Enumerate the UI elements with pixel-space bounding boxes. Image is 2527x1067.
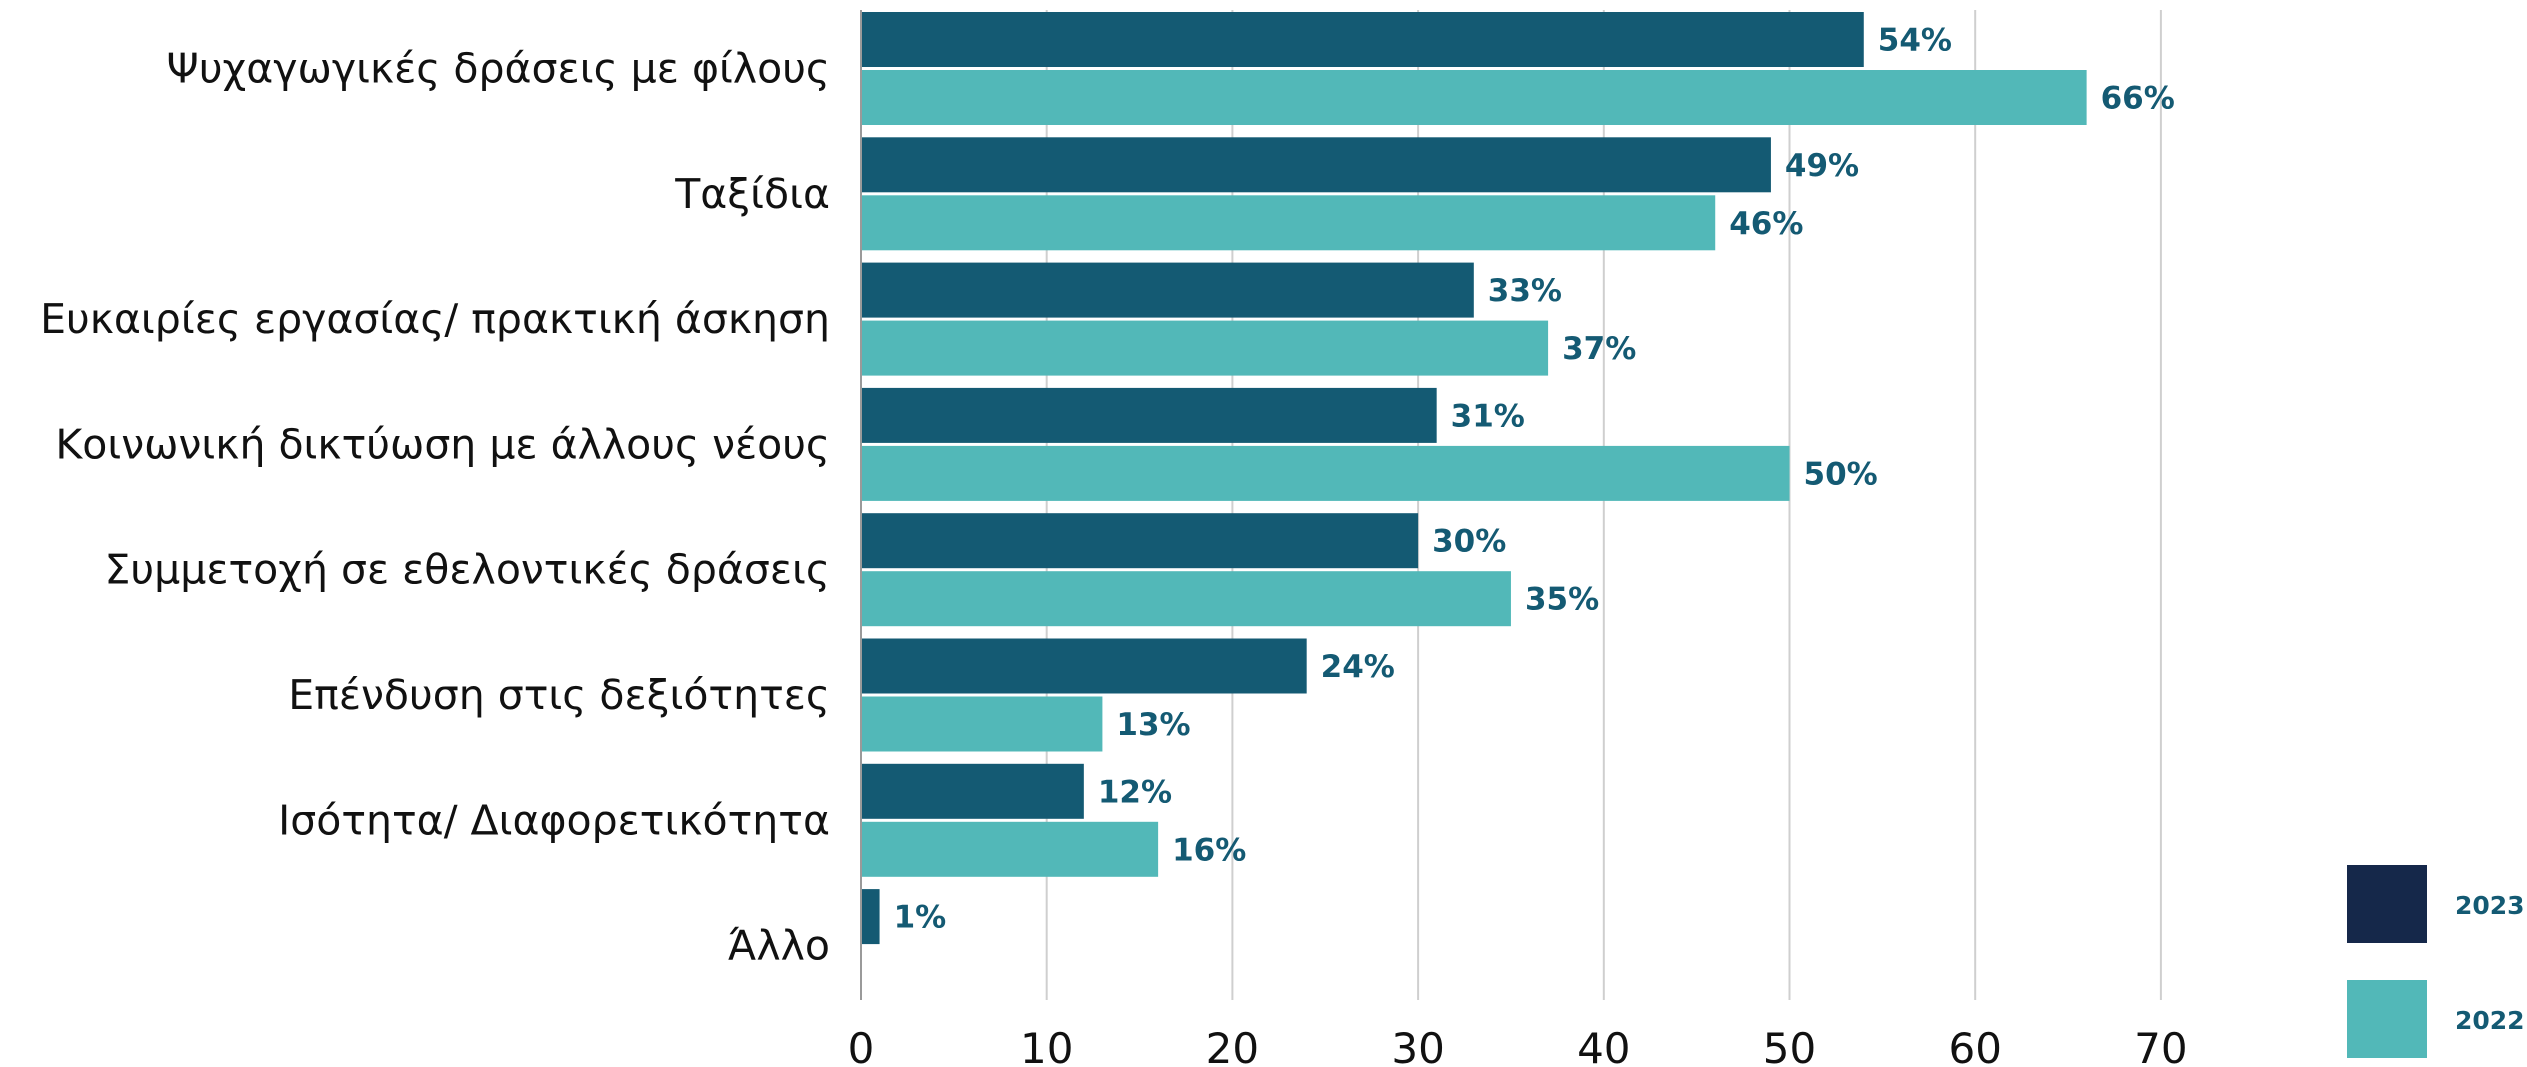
x-tick-label: 40 bbox=[1577, 1024, 1630, 1067]
category-label: Επένδυση στις δεξιότητες bbox=[288, 671, 830, 719]
bars bbox=[861, 12, 2087, 945]
x-tick-label: 60 bbox=[1948, 1024, 2001, 1067]
data-label: 46% bbox=[1729, 206, 1803, 242]
data-label: 1% bbox=[894, 900, 947, 936]
data-label: 35% bbox=[1525, 582, 1599, 618]
data-label: 37% bbox=[1562, 331, 1636, 367]
data-label: 30% bbox=[1432, 524, 1506, 560]
category-label: Άλλο bbox=[728, 922, 830, 970]
x-tick-label: 30 bbox=[1391, 1024, 1444, 1067]
data-label: 49% bbox=[1785, 148, 1859, 184]
axis: 0 10 20 30 40 50 60 70 bbox=[848, 10, 2188, 1067]
data-label: 12% bbox=[1098, 774, 1172, 810]
bar-2023-4 bbox=[861, 513, 1419, 569]
bar-2022-1 bbox=[861, 195, 1716, 251]
legend-label: 2022 bbox=[2455, 1006, 2525, 1035]
bar-2023-7 bbox=[861, 889, 880, 945]
bar-2022-2 bbox=[861, 320, 1549, 376]
data-label: 50% bbox=[1804, 456, 1878, 492]
bar-2023-2 bbox=[861, 262, 1474, 318]
bar-2022-5 bbox=[861, 696, 1103, 752]
bar-2022-4 bbox=[861, 571, 1511, 627]
category-label: Ταξίδια bbox=[674, 170, 830, 218]
bar-2023-6 bbox=[861, 763, 1084, 819]
x-tick-label: 70 bbox=[2134, 1024, 2187, 1067]
category-label: Συμμετοχή σε εθελοντικές δράσεις bbox=[105, 546, 830, 594]
data-label: 33% bbox=[1488, 273, 1562, 309]
data-label: 31% bbox=[1451, 398, 1525, 434]
bar-2022-3 bbox=[861, 445, 1790, 501]
category-label: Ψυχαγωγικές δράσεις με φίλους bbox=[167, 45, 830, 93]
data-labels: 54%66%49%46%33%37%31%50%30%35%24%13%12%1… bbox=[894, 23, 2175, 936]
data-label: 16% bbox=[1172, 832, 1246, 868]
legend: 2023 2022 bbox=[2347, 865, 2525, 1058]
x-tick-label: 50 bbox=[1763, 1024, 1816, 1067]
data-label: 54% bbox=[1878, 23, 1952, 59]
data-label: 13% bbox=[1116, 707, 1190, 743]
x-tick-label: 20 bbox=[1206, 1024, 1259, 1067]
bar-2023-0 bbox=[861, 12, 1864, 67]
category-label: Κοινωνική δικτύωση με άλλους νέους bbox=[55, 420, 830, 468]
x-tick-label: 10 bbox=[1020, 1024, 1073, 1067]
x-tick-label: 0 bbox=[848, 1024, 875, 1067]
category-label: Ισότητα/ Διαφορετικότητα bbox=[278, 796, 830, 844]
legend-swatch-2022 bbox=[2347, 980, 2427, 1058]
data-label: 24% bbox=[1321, 649, 1395, 685]
bar-2022-6 bbox=[861, 821, 1159, 877]
bar-2023-3 bbox=[861, 387, 1437, 443]
legend-label: 2023 bbox=[2455, 891, 2525, 920]
bar-2022-0 bbox=[861, 70, 2087, 125]
category-label: Ευκαιρίες εργασίας/ πρακτική άσκηση bbox=[40, 295, 830, 343]
category-labels: Ψυχαγωγικές δράσεις με φίλους Ταξίδια Ευκα… bbox=[40, 45, 830, 970]
data-label: 66% bbox=[2101, 81, 2175, 117]
bar-2023-5 bbox=[861, 638, 1307, 694]
bar-2023-1 bbox=[861, 137, 1771, 193]
legend-swatch-2023 bbox=[2347, 865, 2427, 943]
